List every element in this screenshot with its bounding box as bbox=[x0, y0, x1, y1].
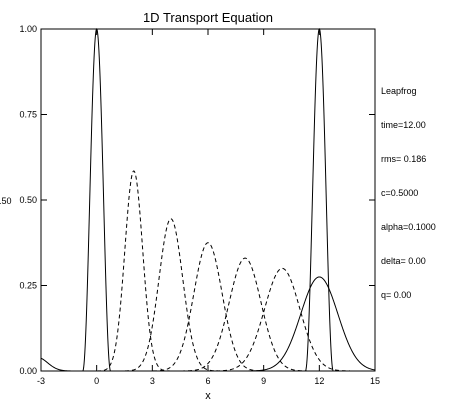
y-tick-label: 0.50 bbox=[19, 195, 37, 205]
series-line-5 bbox=[41, 257, 375, 372]
chart-title: 1D Transport Equation bbox=[143, 10, 273, 25]
plot-frame bbox=[40, 28, 376, 372]
y-tick-label: 0.00 bbox=[19, 366, 37, 376]
y-tick-label: 1.00 bbox=[19, 24, 37, 34]
y-tick-label: 0.75 bbox=[19, 110, 37, 120]
series-line-1 bbox=[41, 28, 375, 372]
x-tick-label: 9 bbox=[261, 376, 266, 386]
annotation-line: q= 0.00 bbox=[381, 290, 411, 300]
annotation-line: alpha=0.1000 bbox=[381, 222, 436, 232]
left-clip-label: 0.50 bbox=[0, 196, 12, 206]
x-tick-label: 6 bbox=[205, 376, 210, 386]
series-line-0 bbox=[41, 28, 375, 372]
series-line-6 bbox=[41, 267, 375, 372]
annotation-line: rms= 0.186 bbox=[381, 154, 426, 164]
annotation-line: Leapfrog bbox=[381, 86, 417, 96]
y-tick-label: 0.25 bbox=[19, 281, 37, 291]
curves-layer bbox=[40, 28, 376, 372]
annotation-line: time=12.00 bbox=[381, 120, 426, 130]
x-tick-label: 12 bbox=[314, 376, 324, 386]
x-tick-label: 3 bbox=[150, 376, 155, 386]
annotation-line: c=0.5000 bbox=[381, 188, 418, 198]
x-tick-label: 15 bbox=[370, 376, 380, 386]
annotations-layer: Leapfrog time=12.00 rms= 0.186 c=0.5000 alph… bbox=[381, 86, 436, 300]
x-tick-label: -3 bbox=[37, 376, 45, 386]
x-axis-label: x bbox=[205, 390, 211, 402]
annotation-line: delta= 0.00 bbox=[381, 256, 426, 266]
series-line-2 bbox=[41, 170, 375, 372]
axes-layer: -3 0 3 6 9 12 15 0.00 0.25 0.50 0.75 1.00 bbox=[19, 24, 380, 386]
series-line-4 bbox=[41, 242, 375, 372]
x-tick-label: 0 bbox=[94, 376, 99, 386]
series-line-7 bbox=[41, 276, 376, 372]
series-line-3 bbox=[41, 218, 375, 372]
